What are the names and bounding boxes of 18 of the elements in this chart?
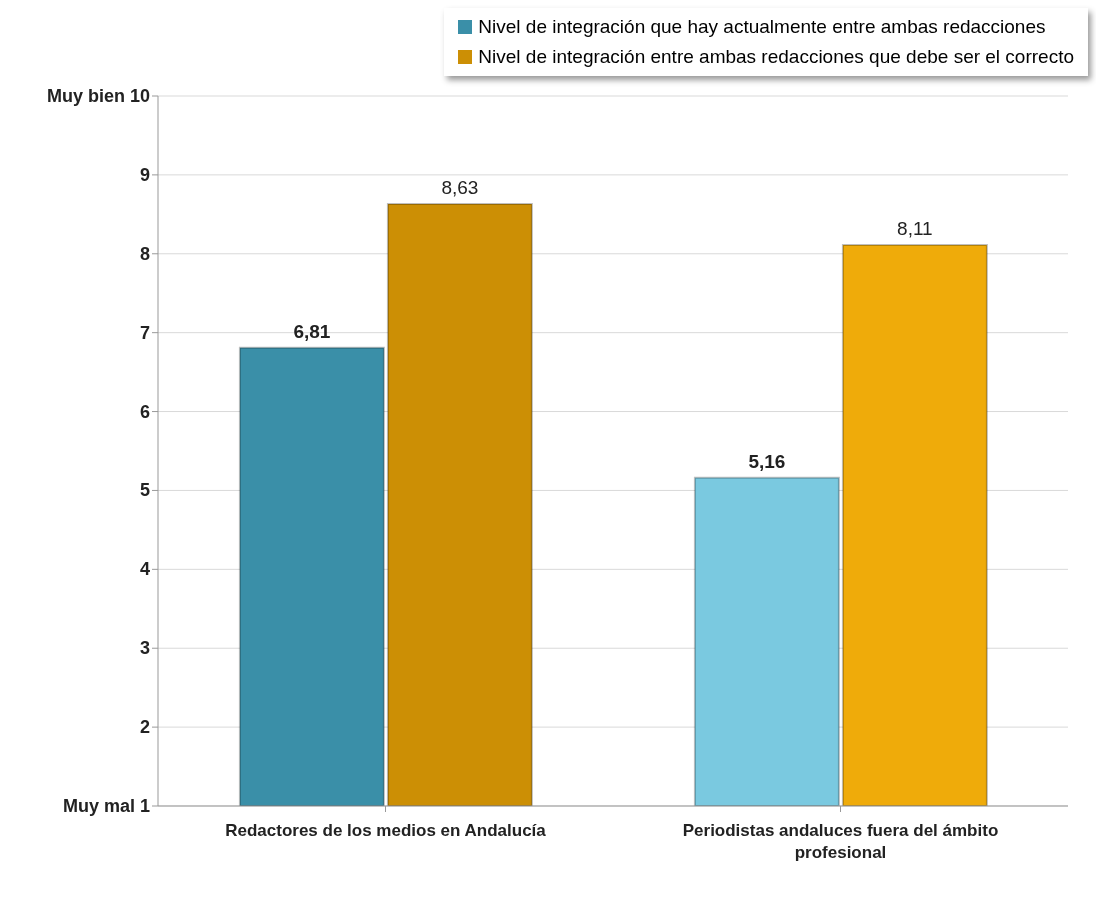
legend-label: Nivel de integración que hay actualmente entre ambas redacciones: [478, 16, 1046, 38]
x-tick-label: Redactores de los medios en Andalucía: [225, 821, 547, 840]
y-tick-label: Muy mal 1: [62, 796, 150, 816]
y-tick-label: 5: [139, 480, 150, 501]
data-label: 8,63: [441, 177, 479, 199]
y-tick-label: 2: [139, 717, 150, 738]
data-label: 5,16: [748, 450, 786, 472]
legend-label: Nivel de integración entre ambas redacciones que debe ser el correcto: [478, 46, 1074, 68]
x-tick-label: Periodistas andaluces fuera del ámbito profesional: [682, 821, 999, 862]
y-tick-label: Muy bien 10: [46, 86, 150, 106]
y-tick-label: 6: [139, 401, 150, 422]
y-tick-label: 3: [139, 638, 150, 659]
y-tick-label: 7: [139, 322, 150, 343]
y-tick-label: 8: [139, 243, 150, 264]
data-label: 6,81: [293, 320, 331, 342]
data-label: 8,11: [897, 218, 933, 240]
y-tick-label: 9: [139, 164, 150, 185]
y-tick-label: 4: [139, 559, 150, 580]
